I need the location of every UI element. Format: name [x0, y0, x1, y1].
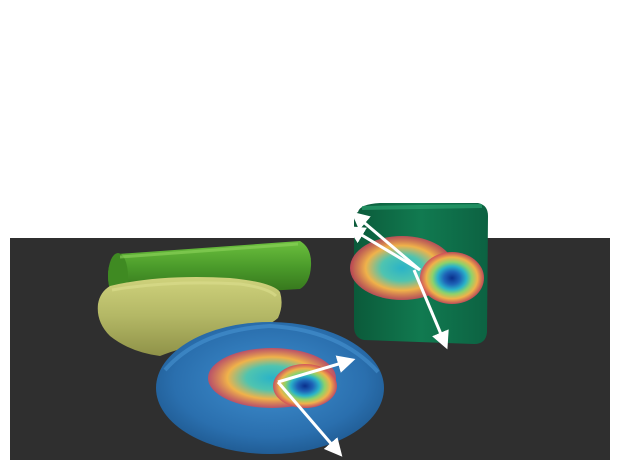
blue-torus [156, 322, 384, 454]
torus-arrow-down [276, 381, 343, 457]
green-box [350, 203, 488, 344]
box-arrow-left [346, 226, 421, 272]
box-heatmap-core [420, 252, 484, 304]
torus-arrows [276, 355, 356, 457]
yellow-soft-block [97, 277, 282, 356]
box-arrow-up-left [351, 211, 421, 272]
box-arrows [346, 211, 449, 350]
box-arrow-down [412, 269, 449, 350]
torus-arrow-right [277, 355, 356, 384]
